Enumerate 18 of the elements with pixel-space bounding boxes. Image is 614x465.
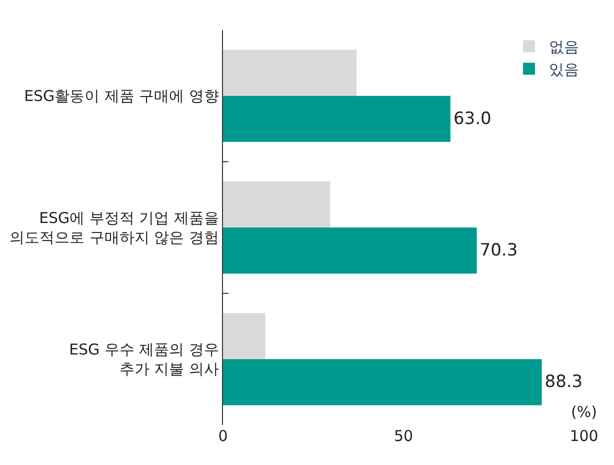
- data-label: 70.3: [480, 240, 518, 261]
- bar: [223, 359, 542, 406]
- legend-label: 없음: [549, 38, 579, 56]
- bar: [223, 228, 477, 274]
- x-tick-label: 50: [394, 427, 414, 445]
- x-tick-label: 100: [570, 427, 598, 445]
- bar: [223, 96, 450, 142]
- data-label: 88.3: [544, 372, 583, 392]
- annotation: (%): [571, 403, 597, 421]
- y-tick-label: ESG 우수 제품의 경우 추가 지불 의사: [69, 340, 219, 378]
- bar: [223, 313, 266, 360]
- x-tick-label: 0: [218, 427, 228, 445]
- bar: [223, 181, 330, 228]
- y-tick-label: ESG활동이 제품 구매에 영향: [24, 87, 219, 106]
- data-label: 63.0: [453, 108, 492, 129]
- legend-label: 있음: [549, 60, 579, 79]
- y-tick-label: ESG에 부정적 기업 제품을 의도적으로 구매하지 않은 경험: [10, 209, 219, 246]
- bar: [223, 50, 357, 96]
